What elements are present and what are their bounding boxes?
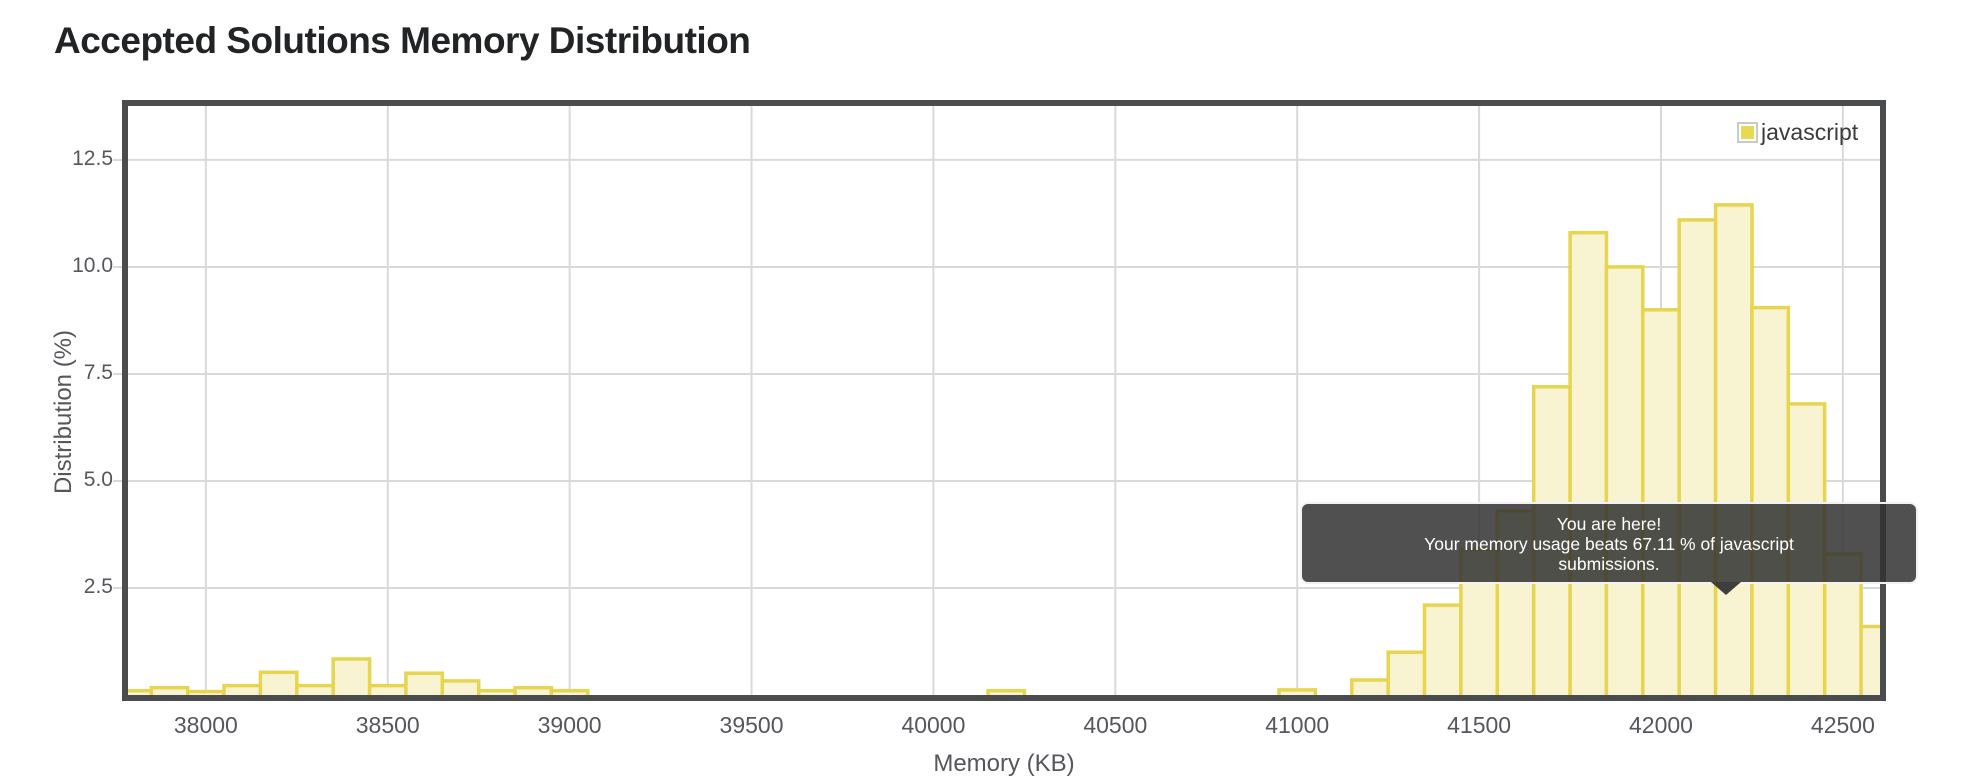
legend-item-javascript[interactable]: javascript: [1737, 119, 1859, 145]
x-tick-label: 41500: [1447, 712, 1512, 738]
x-tick-label: 42500: [1810, 712, 1875, 738]
histogram-bar[interactable]: [295, 683, 335, 695]
histogram-bar[interactable]: [258, 670, 299, 695]
histogram-bar[interactable]: [367, 683, 408, 695]
histogram-bar[interactable]: [331, 657, 372, 695]
legend-swatch-icon: [1737, 122, 1758, 143]
y-tick-label: 10.0: [72, 253, 113, 277]
y-tick-mark: [113, 158, 122, 161]
y-tick-mark: [113, 372, 122, 375]
y-tick-mark: [113, 479, 122, 482]
page-title: Accepted Solutions Memory Distribution: [54, 20, 751, 61]
x-axis-title: Memory (KB): [933, 750, 1075, 777]
tooltip-line-2: Your memory usage beats 67.11 % of javas…: [1424, 534, 1794, 554]
x-tick-label: 38500: [355, 712, 420, 738]
y-tick-label: 2.5: [83, 574, 113, 598]
y-tick-label: 7.5: [83, 360, 113, 384]
histogram-bar[interactable]: [1350, 678, 1390, 695]
y-tick-label: 5.0: [83, 467, 113, 491]
histogram-bar[interactable]: [128, 688, 154, 695]
x-tick-label: 40000: [901, 712, 966, 738]
histogram-bar[interactable]: [149, 685, 190, 695]
histogram-bar[interactable]: [1422, 603, 1463, 695]
x-tick-label: 39500: [719, 712, 784, 738]
histogram-bar[interactable]: [986, 688, 1027, 695]
histogram-bar[interactable]: [513, 685, 554, 695]
y-tick-label: 12.5: [72, 146, 113, 170]
x-tick-label: 41000: [1265, 712, 1330, 738]
x-tick-label: 38000: [173, 712, 238, 738]
histogram-bar[interactable]: [404, 671, 445, 695]
plot-area[interactable]: javascript You are here! Your memory usa…: [122, 100, 1918, 701]
tooltip-line-1: You are here!: [1556, 514, 1662, 534]
histogram-bar[interactable]: [1277, 688, 1318, 695]
histogram-svg[interactable]: [128, 106, 1880, 695]
histogram-bar[interactable]: [440, 679, 481, 695]
histogram-bar[interactable]: [549, 688, 590, 695]
tooltip-pointer-icon: [1711, 582, 1741, 595]
histogram-bar[interactable]: [1604, 265, 1645, 695]
x-tick-label: 42000: [1629, 712, 1693, 738]
legend-label: javascript: [1761, 119, 1859, 145]
histogram-bar[interactable]: [476, 688, 517, 695]
histogram-bar[interactable]: [1568, 230, 1609, 695]
y-tick-mark: [113, 265, 122, 268]
histogram-bar[interactable]: [222, 683, 263, 695]
tooltip-line-3: submissions.: [1558, 554, 1660, 574]
histogram-bar[interactable]: [185, 689, 226, 695]
histogram-bar[interactable]: [1859, 624, 1880, 696]
y-tick-mark: [113, 586, 122, 589]
x-tick-label: 40500: [1083, 712, 1148, 738]
x-tick-label: 39000: [537, 712, 602, 738]
histogram-bar[interactable]: [1750, 305, 1791, 695]
you-are-here-tooltip: You are here! Your memory usage beats 67…: [1300, 502, 1918, 595]
histogram-bar[interactable]: [1677, 218, 1718, 695]
histogram-bar[interactable]: [1386, 650, 1427, 695]
histogram-bar[interactable]: [1713, 203, 1754, 695]
